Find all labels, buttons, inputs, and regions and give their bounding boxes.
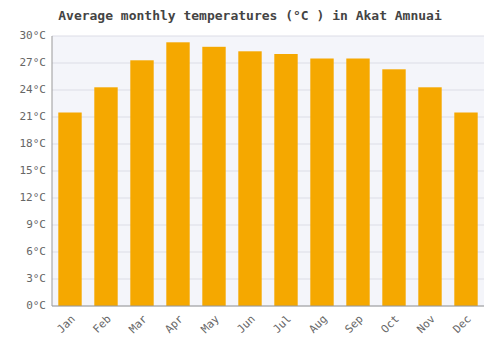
bar [238,51,261,306]
grid-line [52,36,484,37]
y-axis-line [52,36,53,306]
y-tick-label: 12°C [20,191,47,204]
x-tick-label: Jul [271,313,294,336]
x-tick-label: Nov [415,312,439,336]
bar [130,60,153,306]
grid-line [52,306,484,307]
x-tick-label: Dec [451,313,474,336]
grid-line [52,63,484,64]
chart-svg: 0°C 3°C 6°C 9°C 12°C 15°C 18°C 21°C 24°C 27°C 30°C… [0,0,500,350]
bar [202,47,225,306]
y-axis-ticks: 0°C 3°C 6°C 9°C 12°C 15°C 18°C 21°C 24°C 27°C 30°C [20,29,47,312]
y-tick-label: 3°C [26,272,46,285]
x-tick-label: Jan [55,313,78,336]
bar [418,87,441,306]
y-tick-label: 30°C [20,29,47,42]
x-tick-label: Sep [343,313,366,336]
y-tick-label: 18°C [20,137,47,150]
y-tick-label: 24°C [20,83,47,96]
x-tick-label: Jun [235,313,258,336]
y-tick-label: 21°C [20,110,47,123]
y-tick-label: 15°C [20,164,47,177]
x-axis-line [52,306,484,307]
x-tick-label: Apr [163,312,187,336]
x-axis-ticks: Jan Feb Mar Apr May Jun Jul Aug Sep Oct Nov Dec [55,312,474,336]
plot-background [52,36,484,306]
x-tick-label: Mar [127,312,151,336]
bar [310,59,333,307]
y-tick-label: 0°C [26,299,46,312]
chart-container: 0°C 3°C 6°C 9°C 12°C 15°C 18°C 21°C 24°C 27°C 30°C… [0,0,500,350]
x-tick-label: Aug [307,313,330,336]
y-tick-label: 27°C [20,56,47,69]
bar [454,113,477,307]
bar [382,69,405,306]
x-tick-label: Oct [379,313,402,336]
bar [58,113,81,307]
x-tick-label: Feb [91,313,114,336]
y-grid [52,36,484,306]
chart-title: Average monthly temperatures (°C ) in Ak… [58,8,442,23]
bar [346,59,369,307]
x-tick-label: May [199,312,223,336]
y-tick-label: 6°C [26,245,46,258]
bar [94,87,117,306]
bars [58,42,477,306]
y-tick-label: 9°C [26,218,46,231]
bar [274,54,297,306]
bar [166,42,189,306]
